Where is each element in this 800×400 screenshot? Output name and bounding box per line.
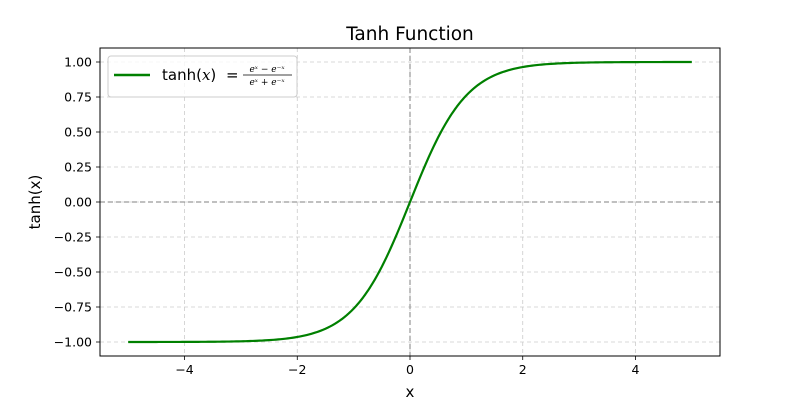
legend-label-func: tanh( — [162, 66, 202, 84]
y-tick-label: −1.00 — [54, 335, 92, 350]
y-tick-label: 0.00 — [64, 195, 92, 210]
chart-title: Tanh Function — [345, 24, 474, 45]
legend-label-var: x — [202, 66, 211, 84]
x-tick-label: −4 — [175, 362, 193, 377]
x-tick-label: 2 — [519, 362, 527, 377]
series-line-tanh — [128, 60, 692, 344]
series-layer — [128, 60, 692, 344]
legend-label-tanh: tanh(x) — [162, 66, 216, 84]
y-tick-label: 0.50 — [64, 125, 92, 140]
x-tick-label: −2 — [288, 362, 306, 377]
x-tick-label: 0 — [406, 362, 414, 377]
x-axis-title: x — [406, 383, 415, 400]
y-tick-label: −0.25 — [54, 230, 92, 245]
y-tick-label: −0.75 — [54, 300, 92, 315]
legend-denominator: eˣ + e⁻ˣ — [249, 78, 285, 88]
legend: tanh(x) = eˣ − e⁻ˣ eˣ + e⁻ˣ — [107, 55, 298, 98]
legend-label-equals: = — [226, 66, 239, 84]
legend-numerator: eˣ − e⁻ˣ — [249, 65, 285, 75]
legend-box — [107, 55, 298, 98]
y-tick-label: 0.75 — [64, 90, 92, 105]
y-tick-label: −0.50 — [54, 265, 92, 280]
x-tick-label: 4 — [631, 362, 639, 377]
y-axis-title: tanh(x) — [26, 175, 44, 230]
y-tick-label: 0.25 — [64, 160, 92, 175]
y-tick-label: 1.00 — [64, 55, 92, 70]
ticks: −4 −2 0 2 4 −1.00 −0.75 −0.50 −0.25 0.00 0.25 0.50 0… — [54, 55, 640, 378]
legend-label-close: ) — [210, 66, 216, 84]
